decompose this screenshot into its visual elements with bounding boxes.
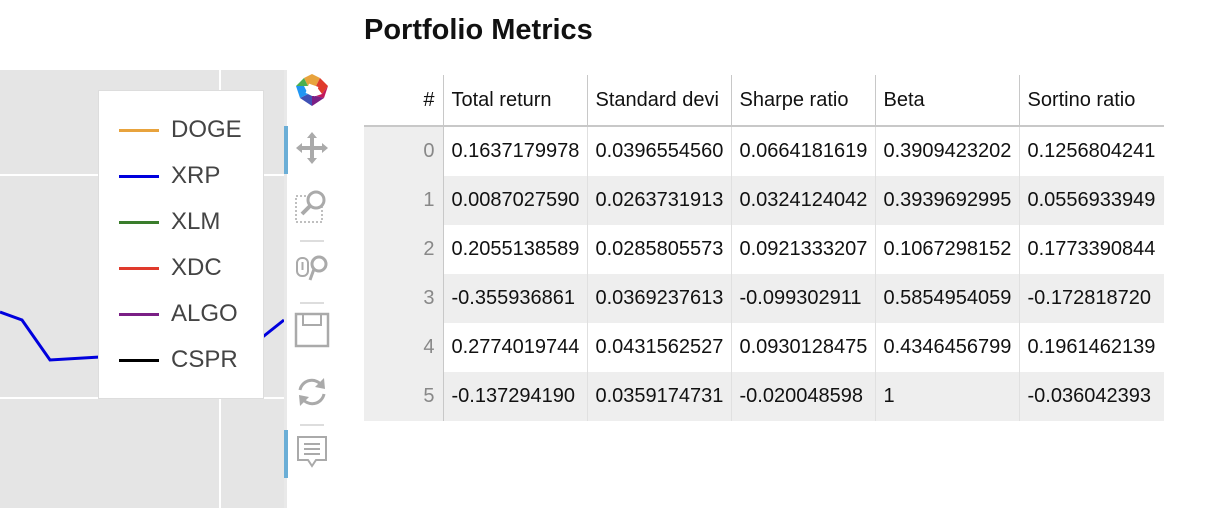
reset-icon — [294, 374, 330, 415]
legend-item-xrp[interactable]: XRP — [119, 161, 220, 191]
table-row[interactable]: 5 -0.137294190 0.0359174731 -0.020048598… — [364, 372, 1164, 421]
column-header-beta[interactable]: Beta — [874, 75, 1019, 127]
legend-label: ALGO — [171, 300, 238, 327]
legend-swatch-xdc — [119, 266, 159, 270]
table-cell[interactable]: -0.036042393 — [1018, 372, 1164, 421]
legend-label: XLM — [171, 208, 221, 235]
reset-tool-button[interactable] — [294, 374, 330, 414]
legend-label: DOGE — [171, 116, 242, 143]
table-cell[interactable]: 0.1773390844 — [1018, 225, 1164, 274]
plot-toolbar — [284, 60, 340, 508]
logo-icon[interactable] — [294, 70, 330, 110]
box-zoom-icon — [294, 188, 330, 229]
legend-swatch-xlm — [119, 220, 159, 224]
plot-area[interactable]: DOGE XRP XLM XDC ALGO CSPR — [0, 70, 284, 508]
table-cell[interactable]: 0.2774019744 — [442, 323, 587, 372]
table-cell[interactable]: 0.0664181619 — [730, 126, 875, 176]
save-icon — [294, 312, 330, 353]
wheel-zoom-icon — [294, 250, 330, 291]
legend-item-algo[interactable]: ALGO — [119, 299, 238, 329]
toolbar-separator — [300, 424, 324, 426]
table-row[interactable]: 3 -0.355936861 0.0369237613 -0.099302911… — [364, 274, 1164, 323]
table-row[interactable]: 2 0.2055138589 0.0285805573 0.0921333207… — [364, 225, 1164, 274]
table-cell[interactable]: -0.172818720 — [1018, 274, 1164, 323]
save-tool-button[interactable] — [294, 312, 330, 352]
legend-item-xdc[interactable]: XDC — [119, 253, 222, 283]
table-cell[interactable]: 0.1256804241 — [1018, 126, 1164, 176]
legend-label: CSPR — [171, 346, 238, 373]
table-cell[interactable]: 0.0431562527 — [586, 323, 731, 372]
legend-swatch-algo — [119, 312, 159, 316]
table-cell[interactable]: -0.355936861 — [442, 274, 587, 323]
wheel-zoom-tool-button[interactable] — [294, 250, 330, 290]
legend-swatch-doge — [119, 128, 159, 132]
row-index: 1 — [364, 176, 444, 225]
legend-swatch-xrp — [119, 174, 159, 178]
table-cell[interactable]: 0.1067298152 — [874, 225, 1019, 274]
table-row[interactable]: 0 0.1637179978 0.0396554560 0.0664181619… — [364, 126, 1164, 176]
row-index: 0 — [364, 126, 444, 176]
table-cell[interactable]: 0.0263731913 — [586, 176, 731, 225]
table-cell[interactable]: 0.4346456799 — [874, 323, 1019, 372]
panel-title: Portfolio Metrics — [364, 14, 593, 46]
toolbar-divider — [284, 70, 287, 508]
table-cell[interactable]: 0.1637179978 — [442, 126, 587, 176]
table-cell[interactable]: -0.137294190 — [442, 372, 587, 421]
column-header-sortino-ratio[interactable]: Sortino ratio — [1018, 75, 1164, 127]
column-header-sharpe-ratio[interactable]: Sharpe ratio — [730, 75, 875, 127]
table-cell[interactable]: 0.1961462139 — [1018, 323, 1164, 372]
table-cell[interactable]: 0.0359174731 — [586, 372, 731, 421]
row-index: 4 — [364, 323, 444, 372]
toolbar-separator — [300, 240, 324, 242]
table-cell[interactable]: 0.5854954059 — [874, 274, 1019, 323]
table-header-row: # Total return Standard devi Sharpe rati… — [364, 75, 1164, 127]
table-cell[interactable]: 1 — [874, 372, 1019, 421]
table-cell[interactable]: 0.0087027590 — [442, 176, 587, 225]
table-row[interactable]: 1 0.0087027590 0.0263731913 0.0324124042… — [364, 176, 1164, 225]
row-index: 2 — [364, 225, 444, 274]
column-header-total-return[interactable]: Total return — [442, 75, 587, 127]
legend-item-xlm[interactable]: XLM — [119, 207, 220, 237]
table-cell[interactable]: 0.0396554560 — [586, 126, 731, 176]
toolbar-separator — [300, 302, 324, 304]
table-cell[interactable]: 0.0285805573 — [586, 225, 731, 274]
pan-icon — [295, 131, 329, 170]
legend-swatch-cspr — [119, 358, 159, 362]
metrics-table: # Total return Standard devi Sharpe rati… — [364, 75, 1164, 421]
hover-tool-button[interactable] — [284, 430, 330, 478]
hover-tooltip-icon — [295, 434, 329, 475]
metrics-table-container[interactable]: # Total return Standard devi Sharpe rati… — [364, 75, 1164, 426]
row-index: 5 — [364, 372, 444, 421]
table-cell[interactable]: -0.099302911 — [730, 274, 875, 323]
pan-tool-button[interactable] — [284, 126, 330, 174]
table-cell[interactable]: 0.0930128475 — [730, 323, 875, 372]
column-header-standard-deviation[interactable]: Standard devi — [586, 75, 731, 127]
legend-item-cspr[interactable]: CSPR — [119, 345, 238, 375]
row-index: 3 — [364, 274, 444, 323]
box-zoom-tool-button[interactable] — [294, 188, 330, 228]
table-cell[interactable]: 0.0921333207 — [730, 225, 875, 274]
table-row[interactable]: 4 0.2774019744 0.0431562527 0.0930128475… — [364, 323, 1164, 372]
legend-label: XDC — [171, 254, 222, 281]
table-cell[interactable]: 0.0324124042 — [730, 176, 875, 225]
table-cell[interactable]: -0.020048598 — [730, 372, 875, 421]
table-cell[interactable]: 0.3909423202 — [874, 126, 1019, 176]
legend: DOGE XRP XLM XDC ALGO CSPR — [98, 90, 264, 399]
column-header-index[interactable]: # — [364, 75, 443, 127]
table-cell[interactable]: 0.0369237613 — [586, 274, 731, 323]
legend-label: XRP — [171, 162, 221, 189]
table-cell[interactable]: 0.0556933949 — [1018, 176, 1164, 225]
table-cell[interactable]: 0.3939692995 — [874, 176, 1019, 225]
table-cell[interactable]: 0.2055138589 — [442, 225, 587, 274]
legend-item-doge[interactable]: DOGE — [119, 115, 242, 145]
